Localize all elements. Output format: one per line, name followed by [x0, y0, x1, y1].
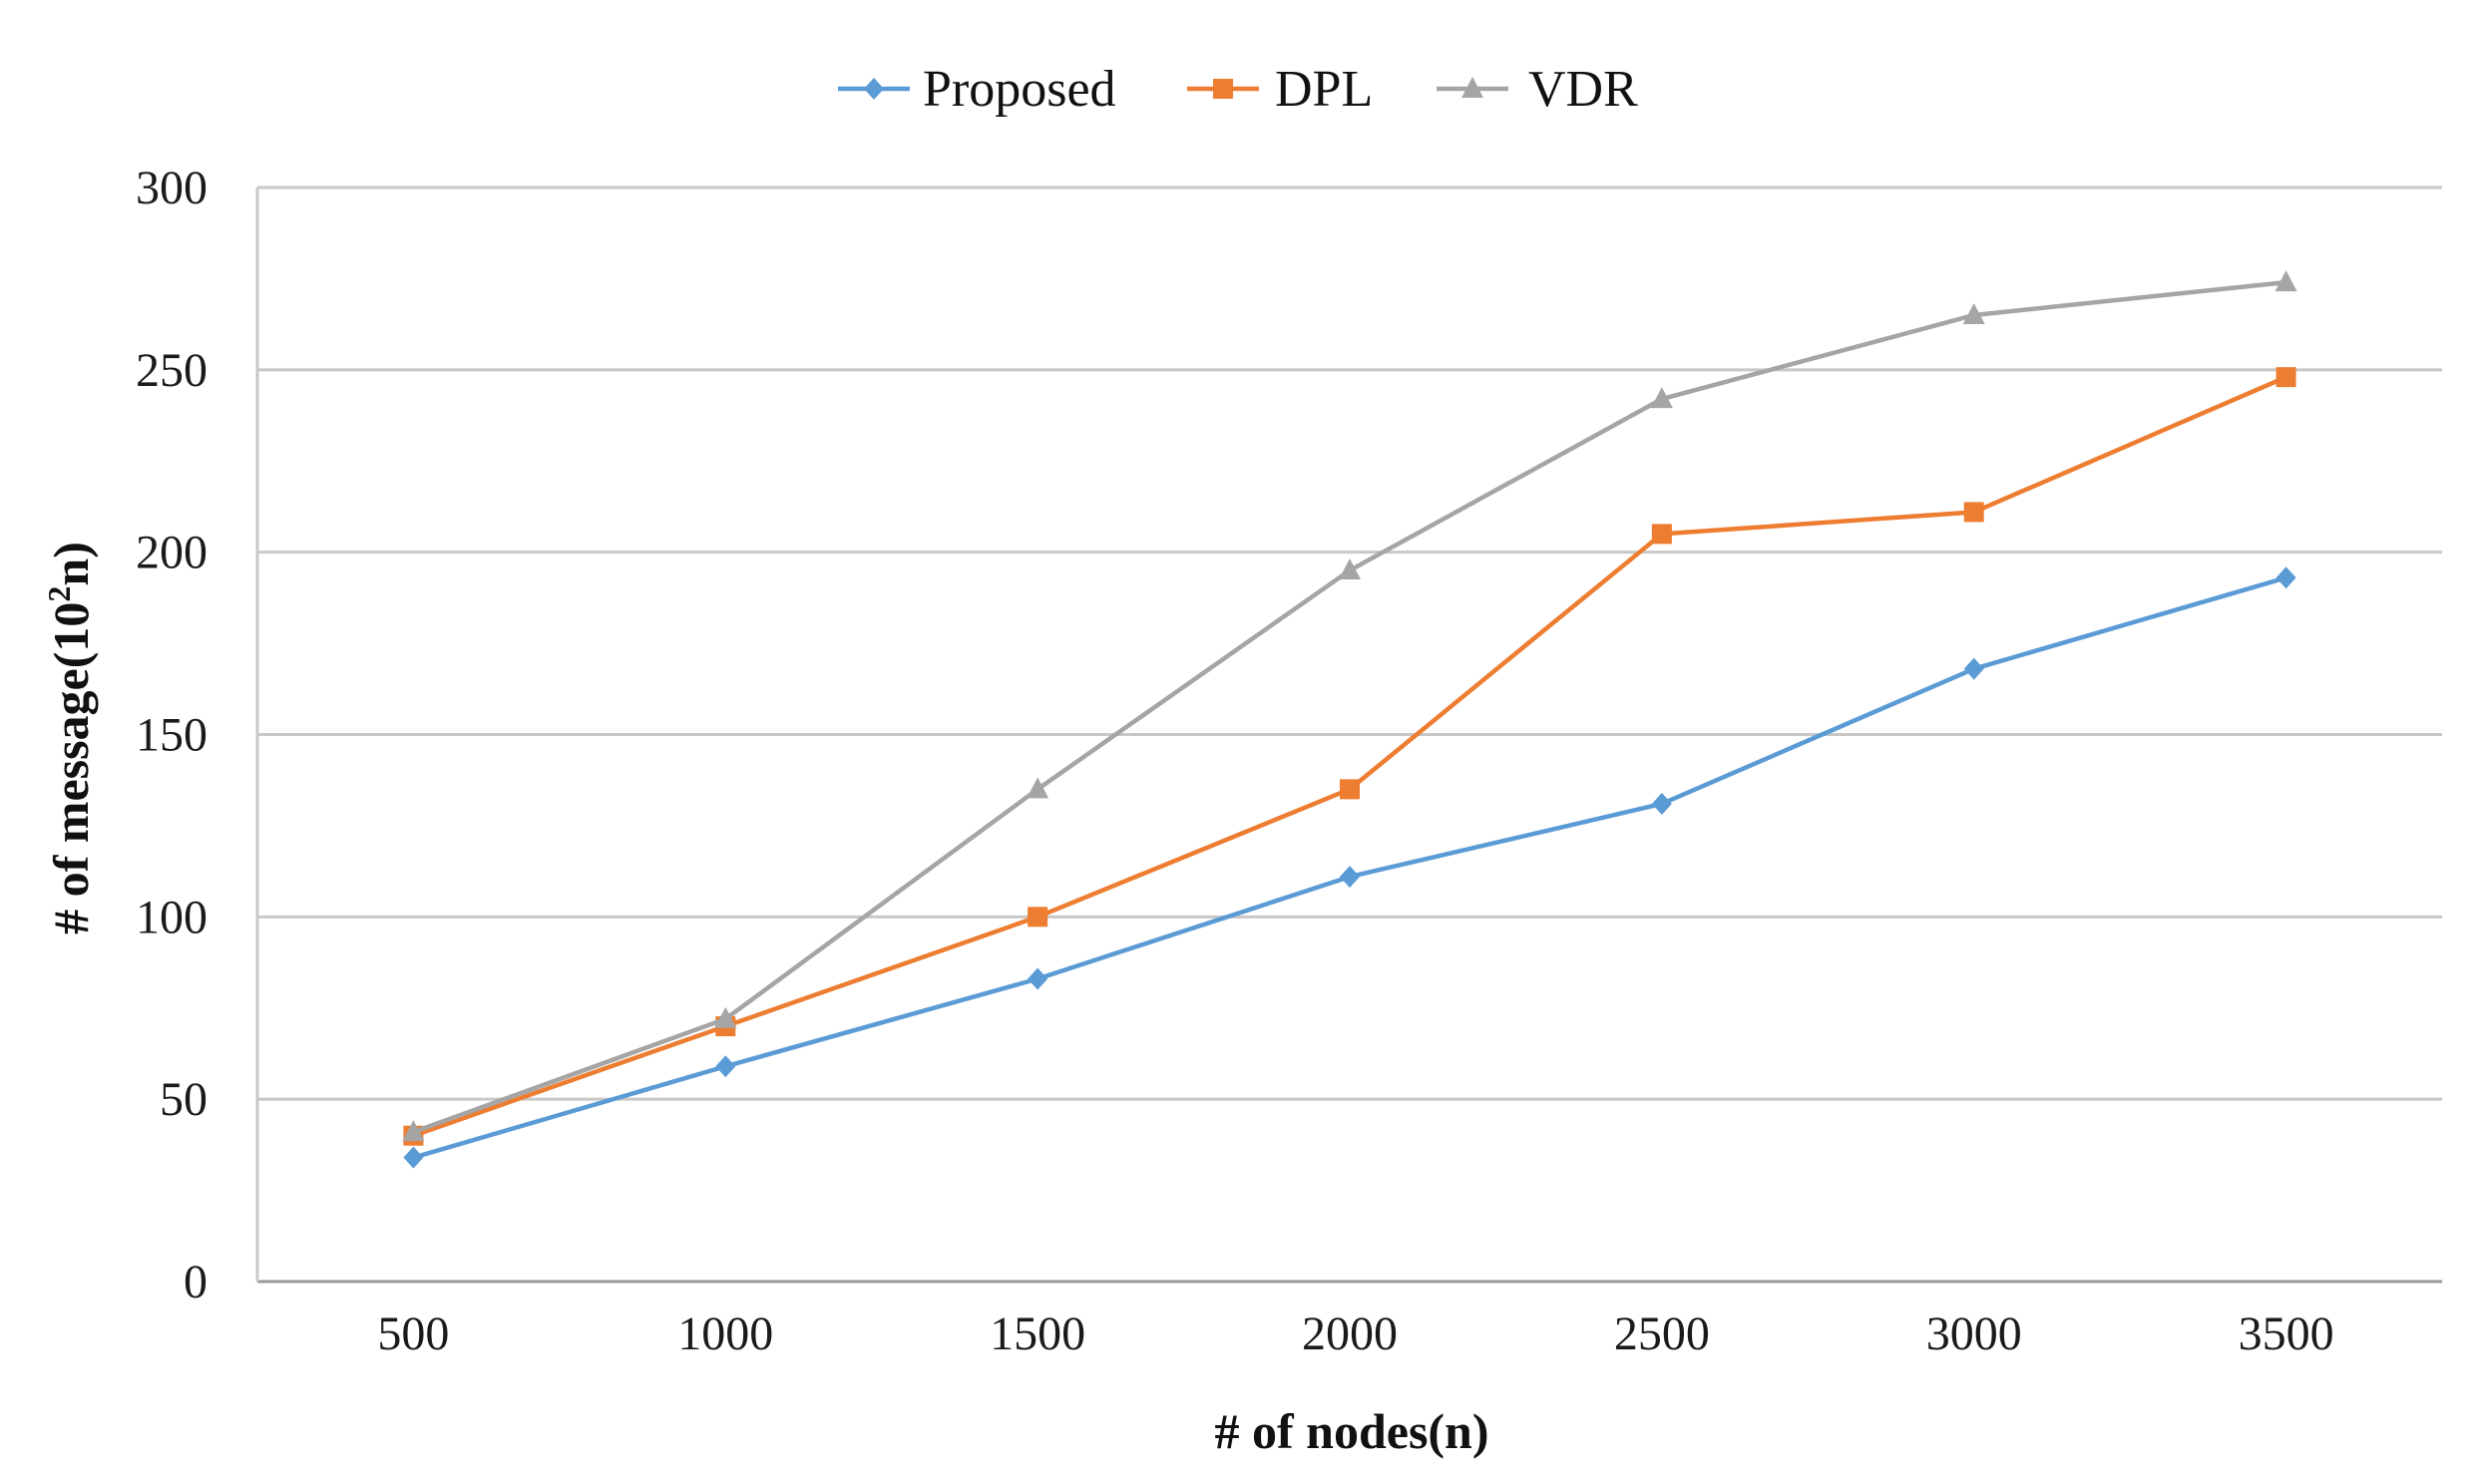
- y-tick-label: 0: [184, 1256, 208, 1308]
- point-dpl: [1651, 524, 1672, 545]
- axes: [255, 187, 2442, 1284]
- x-tick-label: 3500: [2239, 1307, 2334, 1360]
- y-tick-label: 100: [136, 891, 208, 943]
- point-vdr: [2275, 270, 2297, 292]
- x-tick-label: 3000: [1926, 1307, 2022, 1360]
- legend-label-proposed: Proposed: [923, 61, 1116, 118]
- point-vdr: [1027, 777, 1049, 799]
- y-axis-title-suffix: n): [43, 542, 99, 585]
- point-proposed: [1340, 866, 1360, 889]
- legend: Proposed DPL VDR: [838, 61, 1638, 118]
- y-tick-label: 50: [160, 1073, 208, 1126]
- x-tick-label: 2500: [1614, 1307, 1710, 1360]
- series-proposed: [403, 566, 2296, 1169]
- point-vdr: [1962, 302, 1985, 324]
- y-tick-label: 200: [136, 527, 208, 579]
- x-tick-labels: 500 1000 1500 2000 2500 3000 3500: [377, 1307, 2333, 1360]
- point-proposed: [403, 1146, 424, 1169]
- point-vdr: [1650, 387, 1673, 409]
- x-axis-title: # of nodes(n): [1214, 1403, 1488, 1459]
- gridlines: [257, 186, 2442, 1101]
- point-proposed: [715, 1055, 736, 1078]
- point-proposed: [1028, 967, 1048, 990]
- series-dpl: [403, 367, 2296, 1146]
- x-tick-label: 1500: [990, 1307, 1085, 1360]
- point-dpl: [1028, 907, 1048, 928]
- point-dpl: [1963, 502, 1984, 523]
- series-vdr: [402, 270, 2297, 1142]
- point-proposed: [2276, 566, 2296, 589]
- legend-item-proposed: Proposed: [838, 61, 1116, 118]
- series-line-dpl: [412, 375, 2287, 1138]
- y-tick-labels: 0 50 100 150 200 250 300: [136, 162, 208, 1308]
- point-proposed: [1651, 792, 1672, 815]
- series-line-vdr: [412, 279, 2286, 1135]
- legend-item-vdr: VDR: [1437, 61, 1638, 118]
- y-tick-label: 300: [136, 162, 208, 214]
- legend-marker-dpl: [1213, 79, 1233, 99]
- y-tick-label: 250: [136, 344, 208, 397]
- legend-label-dpl: DPL: [1275, 61, 1373, 118]
- x-tick-label: 1000: [677, 1307, 773, 1360]
- y-axis-title-prefix: # of message(10: [43, 602, 99, 934]
- y-tick-label: 150: [136, 709, 208, 762]
- point-vdr: [714, 1006, 737, 1028]
- x-tick-label: 2000: [1302, 1307, 1398, 1360]
- legend-marker-proposed: [864, 78, 884, 100]
- y-axis-title-superscript: 2: [41, 586, 77, 602]
- legend-marker-vdr: [1461, 77, 1483, 98]
- x-tick-label: 500: [377, 1307, 449, 1360]
- series-group: [402, 270, 2297, 1169]
- point-proposed: [1963, 657, 1984, 680]
- point-vdr: [1339, 557, 1361, 579]
- legend-item-dpl: DPL: [1187, 61, 1373, 118]
- point-dpl: [2276, 367, 2296, 388]
- legend-label-vdr: VDR: [1528, 61, 1638, 118]
- y-axis-title: # of message(102n): [41, 542, 99, 934]
- point-vdr: [402, 1120, 425, 1142]
- point-dpl: [1340, 779, 1360, 800]
